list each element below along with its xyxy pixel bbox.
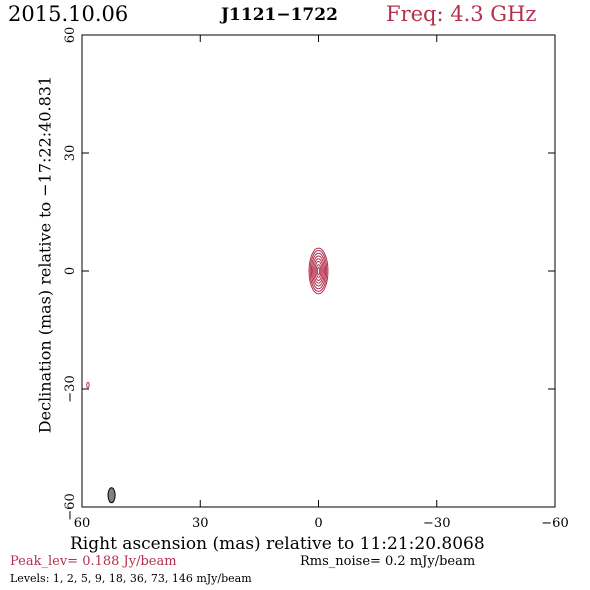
x-tick-label: 30 xyxy=(192,516,209,531)
source-contours xyxy=(308,247,329,295)
rms-noise: Rms_noise= 0.2 mJy/beam xyxy=(300,554,476,569)
contour-ring xyxy=(314,261,323,281)
x-tick-label: −60 xyxy=(541,516,568,531)
beam-ellipse-group xyxy=(107,487,116,504)
minor-contour-features xyxy=(86,381,90,389)
minor-contour xyxy=(86,381,90,389)
y-tick-label: −30 xyxy=(63,375,78,402)
contour-ring xyxy=(312,255,325,287)
x-tick-label: 0 xyxy=(314,516,322,531)
observation-date: 2015.10.06 xyxy=(8,2,129,26)
frequency-label: Freq: 4.3 GHz xyxy=(386,2,537,26)
y-tick-label: 30 xyxy=(63,145,78,162)
y-tick-label: 60 xyxy=(63,27,78,44)
source-name: J1121−1722 xyxy=(221,5,338,25)
contour-levels: Levels: 1, 2, 5, 9, 18, 36, 73, 146 mJy/… xyxy=(10,572,252,585)
contour-ring xyxy=(316,266,321,276)
contour-ring xyxy=(315,264,322,278)
axis-ticks: 60 30 0 −30 −60 −60 −30 0 30 60 xyxy=(63,27,569,531)
x-tick-label: −30 xyxy=(423,516,450,531)
contour-ring xyxy=(309,250,328,292)
peak-level: Peak_lev= 0.188 Jy/beam xyxy=(10,554,177,569)
contour-ring xyxy=(313,258,324,284)
y-tick-label: 0 xyxy=(63,267,78,275)
beam-ellipse xyxy=(107,487,116,504)
contour-ring xyxy=(308,247,329,295)
y-tick-label: −60 xyxy=(63,493,78,520)
contour-ring xyxy=(310,252,327,290)
x-axis-label: Right ascension (mas) relative to 11:21:… xyxy=(70,534,485,554)
x-tick-label: 60 xyxy=(74,516,91,531)
plot-frame xyxy=(81,34,556,508)
